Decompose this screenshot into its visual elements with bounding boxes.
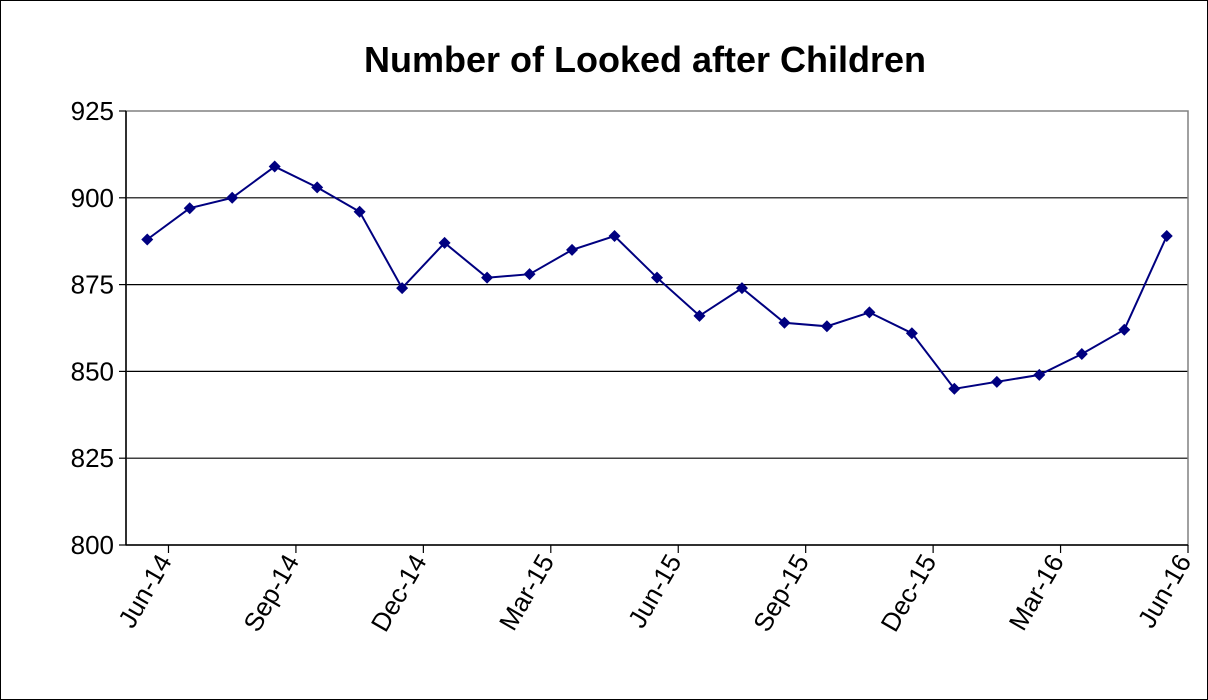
data-point-marker [735, 282, 748, 295]
data-point-marker [566, 243, 579, 256]
data-point-marker [651, 271, 663, 284]
data-point-marker [438, 236, 451, 249]
data-point-marker [948, 382, 961, 395]
x-tick-label: Dec-14 [365, 549, 433, 637]
data-point-marker [863, 306, 876, 319]
data-point-marker [820, 320, 833, 333]
data-point-marker [1033, 368, 1046, 381]
plot-area-border [125, 110, 1189, 546]
data-point-marker [778, 316, 791, 329]
data-point-marker [353, 205, 366, 218]
x-axis-ticks: Jun-14 Sep-14 Dec-14 Mar-15 Jun-15 Sep-15 Dec-… [112, 545, 1197, 637]
data-point-marker [141, 233, 154, 246]
data-point-marker [226, 191, 239, 204]
y-tick-label: 925 [71, 96, 114, 126]
y-tick-label: 850 [71, 356, 114, 386]
data-point-marker [693, 309, 706, 322]
data-point-marker [1118, 323, 1131, 336]
x-tick-label: Sep-14 [237, 549, 305, 637]
x-tick-label: Jun-16 [1131, 549, 1197, 633]
data-point-marker [608, 229, 621, 242]
y-axis-ticks: 800 825 850 875 900 925 [71, 96, 126, 560]
data-point-marker [183, 202, 196, 215]
y-tick-label: 900 [71, 183, 114, 213]
x-tick-label: Sep-15 [747, 549, 815, 637]
gridlines [126, 197, 1188, 459]
data-point-marker [1075, 348, 1088, 361]
y-tick-label: 875 [71, 270, 114, 300]
axes [125, 110, 1189, 546]
data-point-marker [268, 160, 281, 173]
x-tick-label: Dec-15 [874, 549, 942, 637]
data-point-marker [1160, 229, 1173, 242]
x-tick-label: Mar-15 [493, 549, 560, 635]
data-point-marker [905, 327, 918, 340]
data-point-marker [481, 271, 494, 284]
data-point-marker [311, 181, 324, 194]
series-group [141, 160, 1173, 395]
x-tick-label: Jun-14 [112, 549, 178, 633]
data-point-marker [523, 268, 536, 281]
data-point-marker [396, 282, 409, 295]
x-tick-label: Jun-15 [622, 549, 688, 633]
y-tick-label: 825 [71, 443, 114, 473]
chart-title: Number of Looked after Children [364, 39, 926, 80]
x-tick-label: Mar-16 [1003, 549, 1070, 635]
y-tick-label: 800 [71, 530, 114, 560]
data-point-marker [990, 375, 1003, 388]
